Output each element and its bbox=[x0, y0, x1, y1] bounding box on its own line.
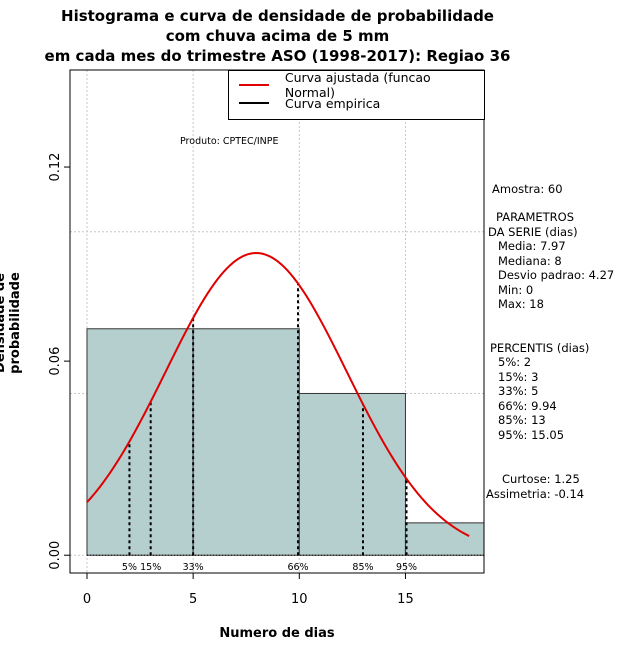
stat-p85: 85%: 13 bbox=[498, 413, 546, 427]
stat-desvio: Desvio padrao: 4.27 bbox=[498, 268, 615, 282]
stat-p66: 66%: 9.94 bbox=[498, 399, 557, 413]
x-tick-label-3: 15 bbox=[397, 592, 414, 607]
legend-label-normal: Curva ajustada (funcao Normal) bbox=[284, 70, 431, 100]
stat-p15: 15%: 3 bbox=[498, 370, 539, 384]
x-axis-label: Numero de dias bbox=[219, 626, 335, 641]
stat-assimetria: Assimetria: -0.14 bbox=[486, 487, 585, 501]
x-tick-label-0: 0 bbox=[83, 592, 91, 607]
stat-curtose: Curtose: 1.25 bbox=[502, 472, 580, 486]
chart-title-line-3: em cada mes do trimestre ASO (1998-2017)… bbox=[44, 47, 511, 65]
normal-curve bbox=[86, 251, 470, 537]
x-tick-label-1: 5 bbox=[189, 592, 197, 607]
stat-params-header-2: DA SERIE (dias) bbox=[488, 225, 578, 239]
legend-label-empirical: Curva empirica bbox=[285, 95, 381, 111]
y-tick-label-1: 0.06 bbox=[48, 347, 63, 376]
stat-amostra: Amostra: 60 bbox=[492, 182, 563, 196]
stat-params-header-1: PARAMETROS bbox=[496, 210, 575, 224]
chart-title-line-1: Histograma e curva de densidade de proba… bbox=[61, 7, 494, 25]
percentile-label-1: 15% bbox=[140, 562, 161, 573]
legend-item-empirical: Curva empirica bbox=[239, 94, 380, 112]
y-tick-label-0: 0.00 bbox=[48, 541, 63, 570]
legend-swatch-red bbox=[239, 84, 269, 86]
stat-p95: 95%: 15.05 bbox=[498, 428, 565, 442]
percentile-label-4: 85% bbox=[352, 562, 373, 573]
histogram-bar-2 bbox=[298, 392, 406, 556]
stat-p5: 5%: 2 bbox=[498, 355, 532, 369]
histogram-bar-3 bbox=[404, 522, 485, 556]
watermark-text: Produto: CPTEC/INPE bbox=[180, 136, 279, 147]
stat-percentis-header: PERCENTIS (dias) bbox=[490, 341, 590, 355]
legend-swatch-black bbox=[239, 102, 269, 104]
percentile-label-2: 33% bbox=[183, 562, 204, 573]
stat-media: Media: 7.97 bbox=[498, 239, 566, 253]
percentile-label-0: 5% bbox=[122, 562, 137, 573]
histogram-bar-0 bbox=[86, 328, 194, 556]
percentile-label-3: 66% bbox=[287, 562, 308, 573]
histogram-bar-1 bbox=[192, 328, 300, 556]
legend-item-normal: Curva ajustada (funcao Normal) bbox=[239, 70, 484, 100]
x-tick-label-2: 10 bbox=[291, 592, 308, 607]
y-tick-label-2: 0.12 bbox=[48, 153, 63, 182]
stat-mediana: Mediana: 8 bbox=[498, 254, 562, 268]
stat-max: Max: 18 bbox=[498, 297, 544, 311]
y-axis-label: Densidade de probabilidade bbox=[0, 272, 23, 374]
percentile-label-5: 95% bbox=[396, 562, 417, 573]
chart-title-line-2: com chuva acima de 5 mm bbox=[165, 27, 390, 45]
chart-legend: Curva ajustada (funcao Normal) Curva emp… bbox=[228, 70, 485, 120]
stat-min: Min: 0 bbox=[498, 283, 534, 297]
stat-p33: 33%: 5 bbox=[498, 384, 539, 398]
